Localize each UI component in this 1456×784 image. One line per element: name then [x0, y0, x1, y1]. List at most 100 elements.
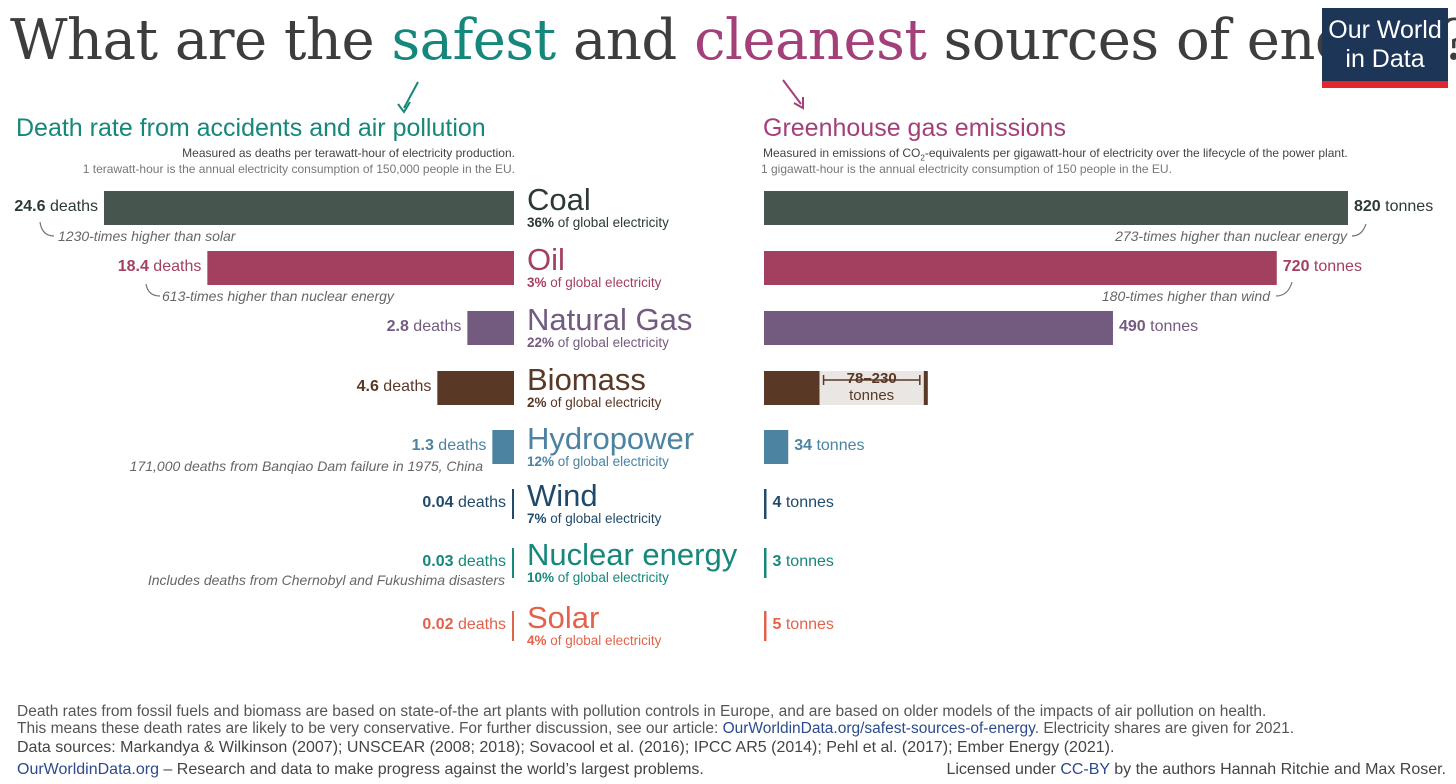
emission-bar-coal — [764, 191, 1348, 225]
safest-arrow-head — [397, 101, 411, 114]
death-value: 1.3 — [411, 437, 434, 454]
footer-note-2b: . Electricity shares are given for 2021. — [1034, 720, 1295, 737]
death-label-natural-gas: 2.8 deaths — [387, 318, 462, 336]
death-label-oil: 18.4 deaths — [118, 258, 202, 276]
category-name-solar: Solar — [527, 600, 600, 635]
death-bar-hydropower — [492, 430, 514, 464]
emission-value: 820 — [1354, 198, 1381, 215]
emission-value: 78–230 — [846, 370, 897, 387]
share-solar: 4% of global electricity — [527, 633, 661, 648]
share-value: 10% — [527, 570, 555, 585]
article-link[interactable]: OurWorldinData.org/safest-sources-of-ene… — [722, 720, 1035, 737]
footer-note-2: This means these death rates are likely … — [17, 720, 1294, 738]
left-panel-title: Death rate from accidents and air pollut… — [16, 114, 486, 142]
emission-label-wind: 4 tonnes — [773, 494, 834, 512]
license-link[interactable]: CC-BY — [1060, 761, 1110, 778]
share-suffix: of global electricity — [554, 570, 669, 585]
category-name-natural-gas: Natural Gas — [527, 302, 693, 337]
emission-value: 4 — [772, 494, 782, 511]
coal-death-note: 1230-times higher than solar — [58, 228, 236, 244]
emission-range-bracket — [822, 375, 921, 385]
license-b: by the authors Hannah Ritchie and Max Ro… — [1109, 761, 1446, 778]
oil-emission-note: 180-times higher than wind — [1101, 288, 1270, 304]
emission-label-solar: 5 tonnes — [773, 616, 834, 634]
emission-label-coal: 820 tonnes — [1354, 198, 1433, 216]
death-unit: deaths — [148, 258, 202, 275]
category-name-nuclear-energy: Nuclear energy — [527, 537, 738, 572]
title-text: What are the — [10, 8, 392, 73]
share-suffix: of global electricity — [554, 215, 669, 230]
subtitle-part-b: -equivalents per gigawatt-hour of electr… — [924, 146, 1348, 160]
emission-bar-hydropower — [764, 430, 789, 464]
safest-arrow — [403, 81, 419, 109]
share-value: 2% — [527, 395, 547, 410]
share-biomass: 2% of global electricity — [527, 395, 661, 410]
death-value: 0.02 — [422, 616, 454, 633]
emission-unit: tonnes — [1145, 318, 1199, 335]
death-unit: deaths — [433, 437, 487, 454]
hydro-death-note: 171,000 deaths from Banqiao Dam failure … — [129, 458, 483, 474]
chart-svg — [39, 79, 1367, 641]
death-value: 18.4 — [117, 258, 149, 275]
footer-site: OurWorldinData.org – Research and data t… — [17, 761, 704, 779]
death-value: 0.03 — [422, 553, 454, 570]
oil-death-arrow — [145, 283, 161, 297]
emission-label-nuclear-energy: 3 tonnes — [773, 553, 834, 571]
emission-bar-nuclear-energy — [764, 548, 767, 578]
title-and: and — [555, 8, 695, 73]
emission-label-biomass: 78–230 tonnes — [820, 370, 924, 404]
death-label-wind: 0.04 deaths — [422, 494, 506, 512]
share-coal: 36% of global electricity — [527, 215, 669, 230]
death-bar-biomass — [437, 371, 514, 405]
death-value: 2.8 — [386, 318, 409, 335]
death-value: 24.6 — [14, 198, 46, 215]
death-bar-wind — [512, 489, 514, 519]
death-label-nuclear-energy: 0.03 deaths — [422, 553, 506, 571]
site-link[interactable]: OurWorldinData.org — [17, 761, 159, 778]
emission-unit: tonnes — [1309, 258, 1362, 275]
data-sources: Data sources: Markandya & Wilkinson (200… — [17, 739, 1115, 756]
emission-bar-wind — [764, 489, 767, 519]
emission-bar-biomass — [764, 371, 820, 405]
page-title: What are the safest and cleanest sources… — [10, 8, 1456, 73]
category-name-wind: Wind — [527, 478, 598, 513]
share-value: 12% — [527, 454, 555, 469]
share-value: 7% — [527, 511, 547, 526]
share-suffix: of global electricity — [546, 511, 662, 526]
category-name-coal: Coal — [527, 182, 591, 217]
death-label-solar: 0.02 deaths — [422, 616, 506, 634]
emission-bar-oil — [764, 251, 1277, 285]
death-unit: deaths — [45, 198, 98, 215]
death-unit: deaths — [453, 616, 506, 633]
share-natural-gas: 22% of global electricity — [527, 335, 669, 350]
share-oil: 3% of global electricity — [527, 275, 661, 290]
death-label-biomass: 4.6 deaths — [357, 378, 432, 396]
death-unit: deaths — [453, 553, 506, 570]
title-cleanest: cleanest — [694, 8, 927, 73]
title-safest: safest — [391, 8, 556, 73]
share-suffix: of global electricity — [546, 395, 662, 410]
death-unit: deaths — [453, 494, 506, 511]
cleanest-arrow — [782, 79, 802, 105]
share-value: 4% — [527, 633, 547, 648]
left-panel-subtitle: Measured as deaths per terawatt-hour of … — [182, 146, 515, 160]
subtitle-subscript: 2 — [920, 153, 925, 163]
share-suffix: of global electricity — [546, 275, 662, 290]
logo-line2: in Data — [1345, 45, 1425, 73]
emission-value: 5 — [772, 616, 782, 633]
right-panel-title: Greenhouse gas emissions — [763, 114, 1066, 142]
oil-death-note: 613-times higher than nuclear energy — [162, 288, 394, 304]
emission-range-end-biomass — [923, 371, 928, 405]
oil-emission-arrow — [1275, 281, 1293, 297]
share-suffix: of global electricity — [554, 335, 669, 350]
emission-unit: tonnes — [1380, 198, 1434, 215]
emission-unit: tonnes — [812, 437, 865, 454]
death-unit: deaths — [408, 318, 462, 335]
footer-tagline: – Research and data to make progress aga… — [158, 761, 704, 778]
owid-logo[interactable]: Our World in Data — [1322, 8, 1448, 88]
footer-note-1: Death rates from fossil fuels and biomas… — [17, 703, 1267, 720]
share-hydropower: 12% of global electricity — [527, 454, 669, 469]
emission-label-natural-gas: 490 tonnes — [1119, 318, 1198, 336]
right-panel-subtitle: Measured in emissions of CO2-equivalents… — [763, 146, 1348, 162]
death-value: 0.04 — [422, 494, 454, 511]
